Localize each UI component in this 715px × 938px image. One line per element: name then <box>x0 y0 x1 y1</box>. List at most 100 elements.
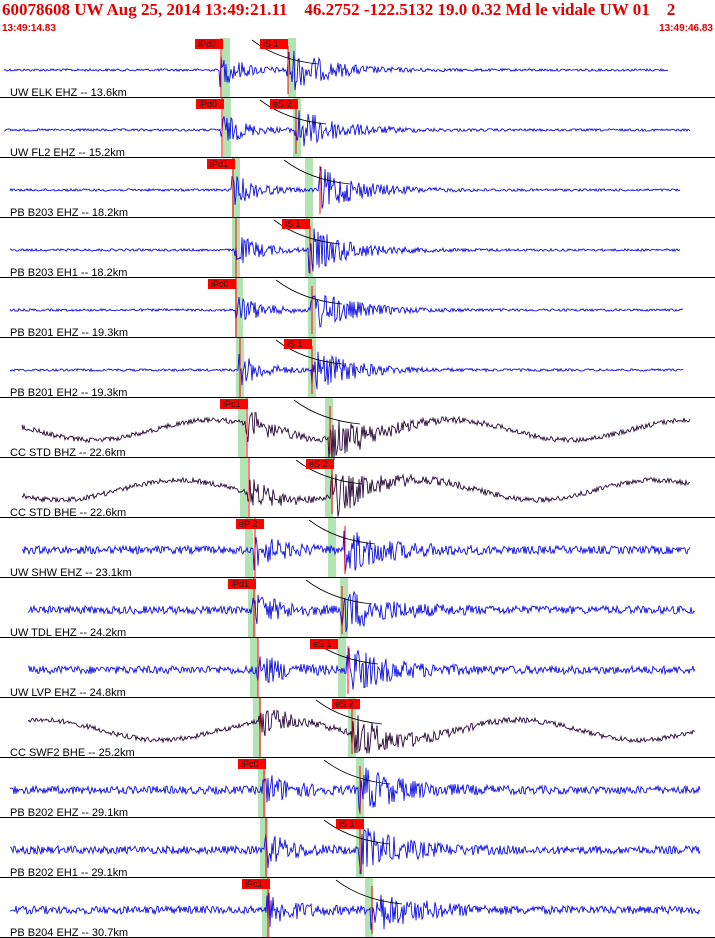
pick-label: iS 1 <box>287 339 303 349</box>
waveform <box>3 110 691 147</box>
p-arrival-band <box>235 278 243 338</box>
station-label: UW ELK EHZ -- 13.6km <box>10 87 127 99</box>
coda-curve <box>335 879 403 905</box>
trace-row: eP 2 UW SHW EHZ -- 23.1km <box>0 518 715 579</box>
trace-row: eS 2 CC SWF2 BHE -- 25.2km <box>0 698 715 759</box>
trace-row: iPd1 PB B203 EHZ -- 18.2km <box>0 158 715 219</box>
coda-curve <box>315 699 383 725</box>
trace-row: iPd0 eS 2 UW FL2 EHZ -- 15.2km <box>0 98 715 159</box>
station-label: PB B203 EHZ -- 18.2km <box>10 207 128 219</box>
seismogram-panel: iPd0 iS 1 UW ELK EHZ -- 13.6km iPd0 eS 2 UW F… <box>0 38 715 938</box>
coda-curve <box>275 339 343 365</box>
p-arrival-band <box>238 398 246 458</box>
trace-row: eS 1 UW LVP EHZ -- 24.8km <box>0 638 715 699</box>
station-label: UW LVP EHZ -- 24.8km <box>10 687 126 699</box>
trace-row: iS 1 PB B203 EH1 -- 18.2km <box>0 218 715 279</box>
pick-label: iS 1 <box>339 819 355 829</box>
s-arrival-band <box>325 458 333 518</box>
trace-row: iPd0 iS 1 UW ELK EHZ -- 13.6km <box>0 38 715 99</box>
s-arrival-band <box>305 158 313 218</box>
p-arrival-band <box>253 698 261 758</box>
s-arrival-band <box>288 38 296 98</box>
pick-label: eS 2 <box>309 459 328 469</box>
p-arrival-band <box>245 518 253 578</box>
coda-curve <box>308 519 376 545</box>
pick-label: iPc1 <box>245 879 263 889</box>
p-arrival-band <box>240 458 248 518</box>
waveform <box>27 648 696 690</box>
pick-label-box <box>260 39 288 49</box>
pick-label: eP 2 <box>239 519 257 529</box>
pick-label-box <box>284 339 312 349</box>
trace-row: iS 1 PB B202 EH1 -- 29.1km <box>0 818 715 879</box>
s-arrival-band <box>365 878 373 938</box>
pick-label-box <box>332 699 360 709</box>
pick-label-box <box>306 459 334 469</box>
station-label: PB B201 EH2 -- 19.3km <box>10 387 127 399</box>
pick-label: iPd0 <box>198 39 216 49</box>
station-label: UW SHW EHZ -- 23.1km <box>10 567 132 579</box>
trace-row: iPd1 UW TDL EHZ -- 24.2km <box>0 578 715 639</box>
coda-curve <box>323 819 391 845</box>
waveform <box>3 50 669 91</box>
pick-label-box <box>196 99 224 109</box>
trace-row: iPc1 CC STD BHZ -- 22.6km <box>0 398 715 462</box>
trace-row: iPc1 PB B204 EHZ -- 30.7km <box>0 878 715 938</box>
coda-curve <box>283 159 351 185</box>
pick-label-box <box>270 99 298 109</box>
waveform <box>21 412 691 462</box>
p-arrival-band <box>250 638 258 698</box>
pick-label: eS 1 <box>313 639 332 649</box>
station-label: PB B202 EH1 -- 29.1km <box>10 867 127 879</box>
start-time: 13:49:14.83 <box>2 23 56 34</box>
trace-row: iPc0 PB B201 EHZ -- 19.3km <box>0 278 715 339</box>
pick-label-box <box>207 159 235 169</box>
event-title: 60078608 UW Aug 25, 2014 13:49:21.11 46.… <box>2 0 676 19</box>
station-label: CC SWF2 BHE -- 25.2km <box>10 747 135 759</box>
pick-label-box <box>195 39 223 49</box>
waveform <box>9 767 701 814</box>
station-label: PB B202 EHZ -- 29.1km <box>10 807 128 819</box>
coda-curve <box>251 39 319 65</box>
trace-row: iPc0 PB B202 EHZ -- 29.1km <box>0 758 715 819</box>
station-label: PB B203 EH1 -- 18.2km <box>10 267 127 279</box>
waveform <box>9 351 684 390</box>
station-label: UW FL2 EHZ -- 15.2km <box>10 147 125 159</box>
pick-label-box <box>228 579 256 589</box>
pick-label-box <box>336 819 364 829</box>
pick-label-box <box>282 219 310 229</box>
waveform <box>9 892 701 930</box>
waveform <box>27 590 696 633</box>
pick-label: iPd1 <box>231 579 249 589</box>
pick-label: iS 1 <box>263 39 279 49</box>
s-arrival-band <box>305 218 313 278</box>
waveform <box>9 166 681 209</box>
station-label: CC STD BHZ -- 22.6km <box>10 447 126 459</box>
coda-curve <box>295 459 363 485</box>
pick-label-box <box>208 279 236 289</box>
waveform <box>21 530 691 573</box>
coda-curve <box>273 219 341 245</box>
trace-row: eS 2 CC STD BHE -- 22.6km <box>0 458 715 519</box>
pick-label-box <box>310 639 338 649</box>
end-time: 13:49:46.83 <box>659 23 713 34</box>
station-label: PB B204 EHZ -- 30.7km <box>10 927 128 938</box>
waveform <box>9 228 681 273</box>
pick-label-box <box>238 759 266 769</box>
coda-curve <box>305 579 373 605</box>
pick-label: eS 2 <box>335 699 354 709</box>
coda-curve <box>323 759 391 785</box>
coda-curve <box>259 99 327 125</box>
s-arrival-band <box>293 98 301 158</box>
pick-label: iPd0 <box>199 99 217 109</box>
waveform <box>9 294 683 328</box>
coda-curve <box>275 279 343 305</box>
s-arrival-band <box>325 398 333 458</box>
station-label: PB B201 EHZ -- 19.3km <box>10 327 128 339</box>
trace-row: iS 1 PB B201 EH2 -- 19.3km <box>0 338 715 399</box>
waveform <box>21 473 691 517</box>
waveform <box>9 828 701 875</box>
header-bar: 60078608 UW Aug 25, 2014 13:49:21.11 46.… <box>0 0 715 38</box>
pick-label-box <box>220 399 248 409</box>
pick-label: iPc0 <box>241 759 259 769</box>
